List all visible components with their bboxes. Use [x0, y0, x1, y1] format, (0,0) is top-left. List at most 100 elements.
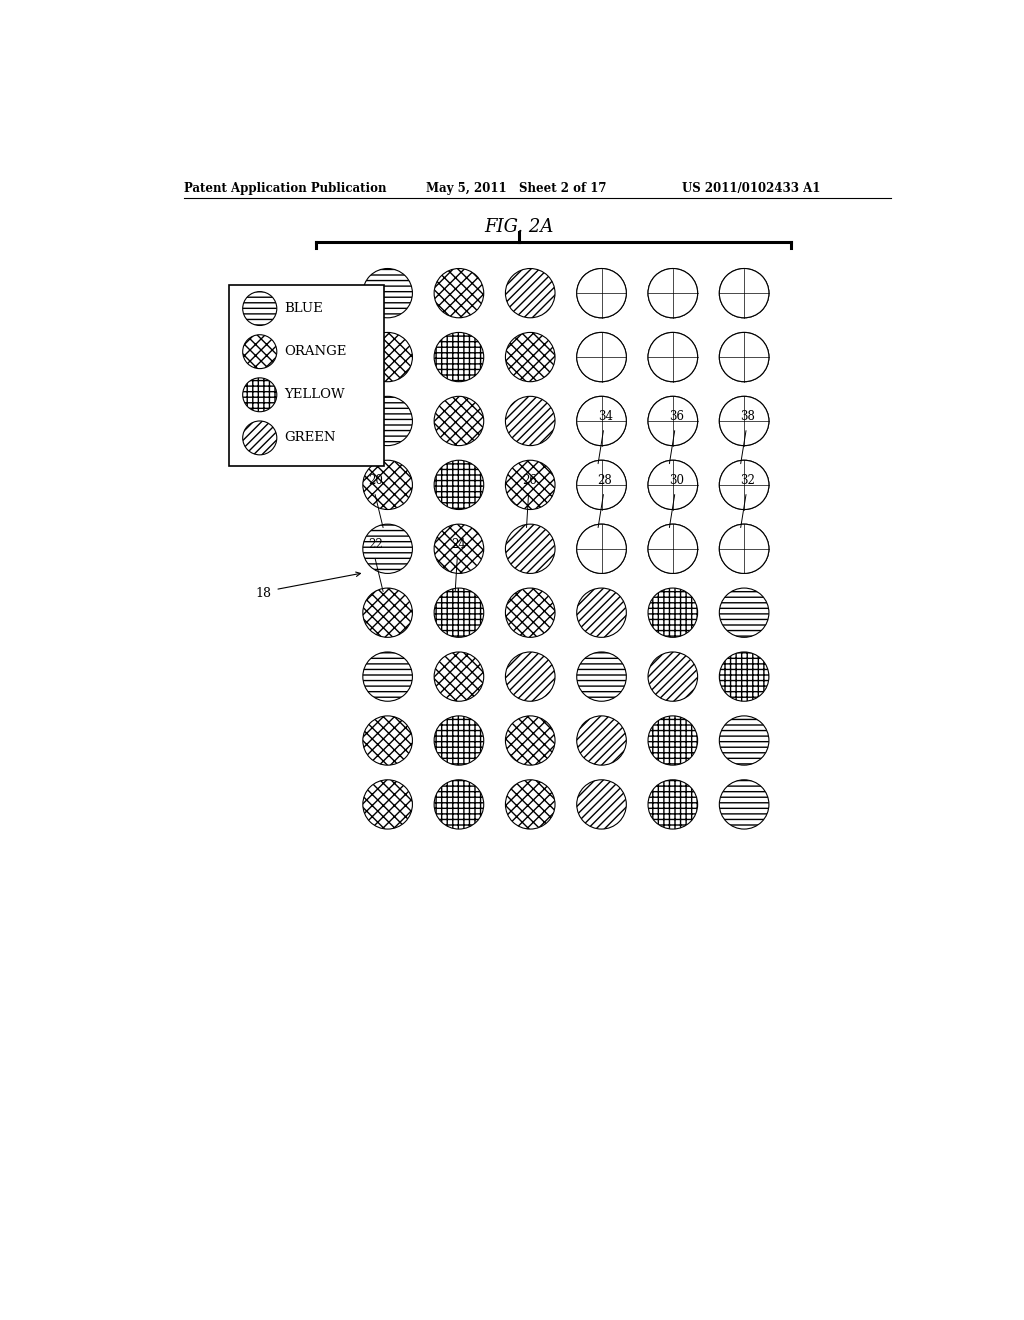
Circle shape: [648, 461, 697, 510]
Wedge shape: [648, 484, 673, 510]
Circle shape: [719, 780, 769, 829]
Text: FIG. 2A: FIG. 2A: [484, 219, 554, 236]
Wedge shape: [577, 421, 601, 446]
Circle shape: [434, 524, 483, 573]
Wedge shape: [577, 396, 601, 421]
Wedge shape: [577, 268, 601, 293]
Wedge shape: [719, 293, 744, 318]
Circle shape: [434, 589, 483, 638]
Wedge shape: [601, 484, 627, 510]
Wedge shape: [673, 549, 697, 573]
Circle shape: [719, 461, 769, 510]
Circle shape: [506, 461, 555, 510]
Wedge shape: [577, 484, 601, 510]
Text: 24: 24: [452, 539, 466, 552]
Wedge shape: [673, 461, 697, 484]
Circle shape: [434, 396, 483, 446]
Circle shape: [506, 524, 555, 573]
Circle shape: [719, 396, 769, 446]
Wedge shape: [744, 268, 769, 293]
Wedge shape: [648, 293, 673, 318]
Text: 34: 34: [598, 411, 612, 424]
Circle shape: [648, 333, 697, 381]
Wedge shape: [648, 396, 673, 421]
Wedge shape: [673, 396, 697, 421]
Text: Patent Application Publication: Patent Application Publication: [183, 182, 386, 194]
Text: 30: 30: [669, 474, 684, 487]
Circle shape: [243, 378, 276, 412]
Wedge shape: [577, 461, 601, 484]
Wedge shape: [648, 421, 673, 446]
Wedge shape: [601, 358, 627, 381]
Wedge shape: [673, 293, 697, 318]
Circle shape: [577, 715, 627, 766]
Wedge shape: [648, 461, 673, 484]
Text: 32: 32: [740, 474, 755, 487]
Wedge shape: [601, 549, 627, 573]
Wedge shape: [744, 524, 769, 549]
Text: May 5, 2011   Sheet 2 of 17: May 5, 2011 Sheet 2 of 17: [426, 182, 607, 194]
Circle shape: [506, 589, 555, 638]
Wedge shape: [577, 293, 601, 318]
Circle shape: [362, 715, 413, 766]
Wedge shape: [719, 268, 744, 293]
Circle shape: [648, 589, 697, 638]
Circle shape: [506, 715, 555, 766]
Circle shape: [243, 421, 276, 455]
Wedge shape: [744, 396, 769, 421]
Circle shape: [362, 268, 413, 318]
Circle shape: [506, 780, 555, 829]
Wedge shape: [601, 293, 627, 318]
Wedge shape: [577, 333, 601, 358]
Circle shape: [434, 461, 483, 510]
Wedge shape: [719, 484, 744, 510]
Wedge shape: [577, 524, 601, 549]
Circle shape: [648, 652, 697, 701]
Wedge shape: [648, 358, 673, 381]
Circle shape: [577, 333, 627, 381]
Wedge shape: [719, 524, 744, 549]
Circle shape: [434, 715, 483, 766]
Circle shape: [648, 268, 697, 318]
Text: 22: 22: [369, 539, 383, 552]
Wedge shape: [673, 333, 697, 358]
Circle shape: [434, 780, 483, 829]
Text: 26: 26: [522, 474, 538, 487]
Circle shape: [362, 396, 413, 446]
Circle shape: [362, 333, 413, 381]
Text: GREEN: GREEN: [285, 432, 336, 445]
Wedge shape: [719, 461, 744, 484]
Wedge shape: [719, 421, 744, 446]
Circle shape: [506, 333, 555, 381]
Wedge shape: [719, 358, 744, 381]
Wedge shape: [673, 524, 697, 549]
Text: YELLOW: YELLOW: [285, 388, 345, 401]
Circle shape: [719, 652, 769, 701]
Wedge shape: [601, 421, 627, 446]
Circle shape: [577, 589, 627, 638]
Circle shape: [577, 268, 627, 318]
Wedge shape: [601, 268, 627, 293]
Circle shape: [362, 589, 413, 638]
Circle shape: [506, 396, 555, 446]
Wedge shape: [648, 268, 673, 293]
Circle shape: [243, 292, 276, 326]
Wedge shape: [673, 421, 697, 446]
Wedge shape: [601, 333, 627, 358]
Text: ORANGE: ORANGE: [285, 345, 347, 358]
Circle shape: [577, 524, 627, 573]
Circle shape: [648, 780, 697, 829]
Wedge shape: [744, 358, 769, 381]
Circle shape: [362, 461, 413, 510]
Circle shape: [243, 335, 276, 368]
Wedge shape: [744, 421, 769, 446]
Circle shape: [648, 524, 697, 573]
Wedge shape: [744, 484, 769, 510]
Circle shape: [648, 715, 697, 766]
Wedge shape: [648, 549, 673, 573]
Wedge shape: [744, 293, 769, 318]
Text: 20: 20: [369, 474, 383, 487]
Text: BLUE: BLUE: [285, 302, 324, 315]
Wedge shape: [673, 358, 697, 381]
Wedge shape: [601, 461, 627, 484]
